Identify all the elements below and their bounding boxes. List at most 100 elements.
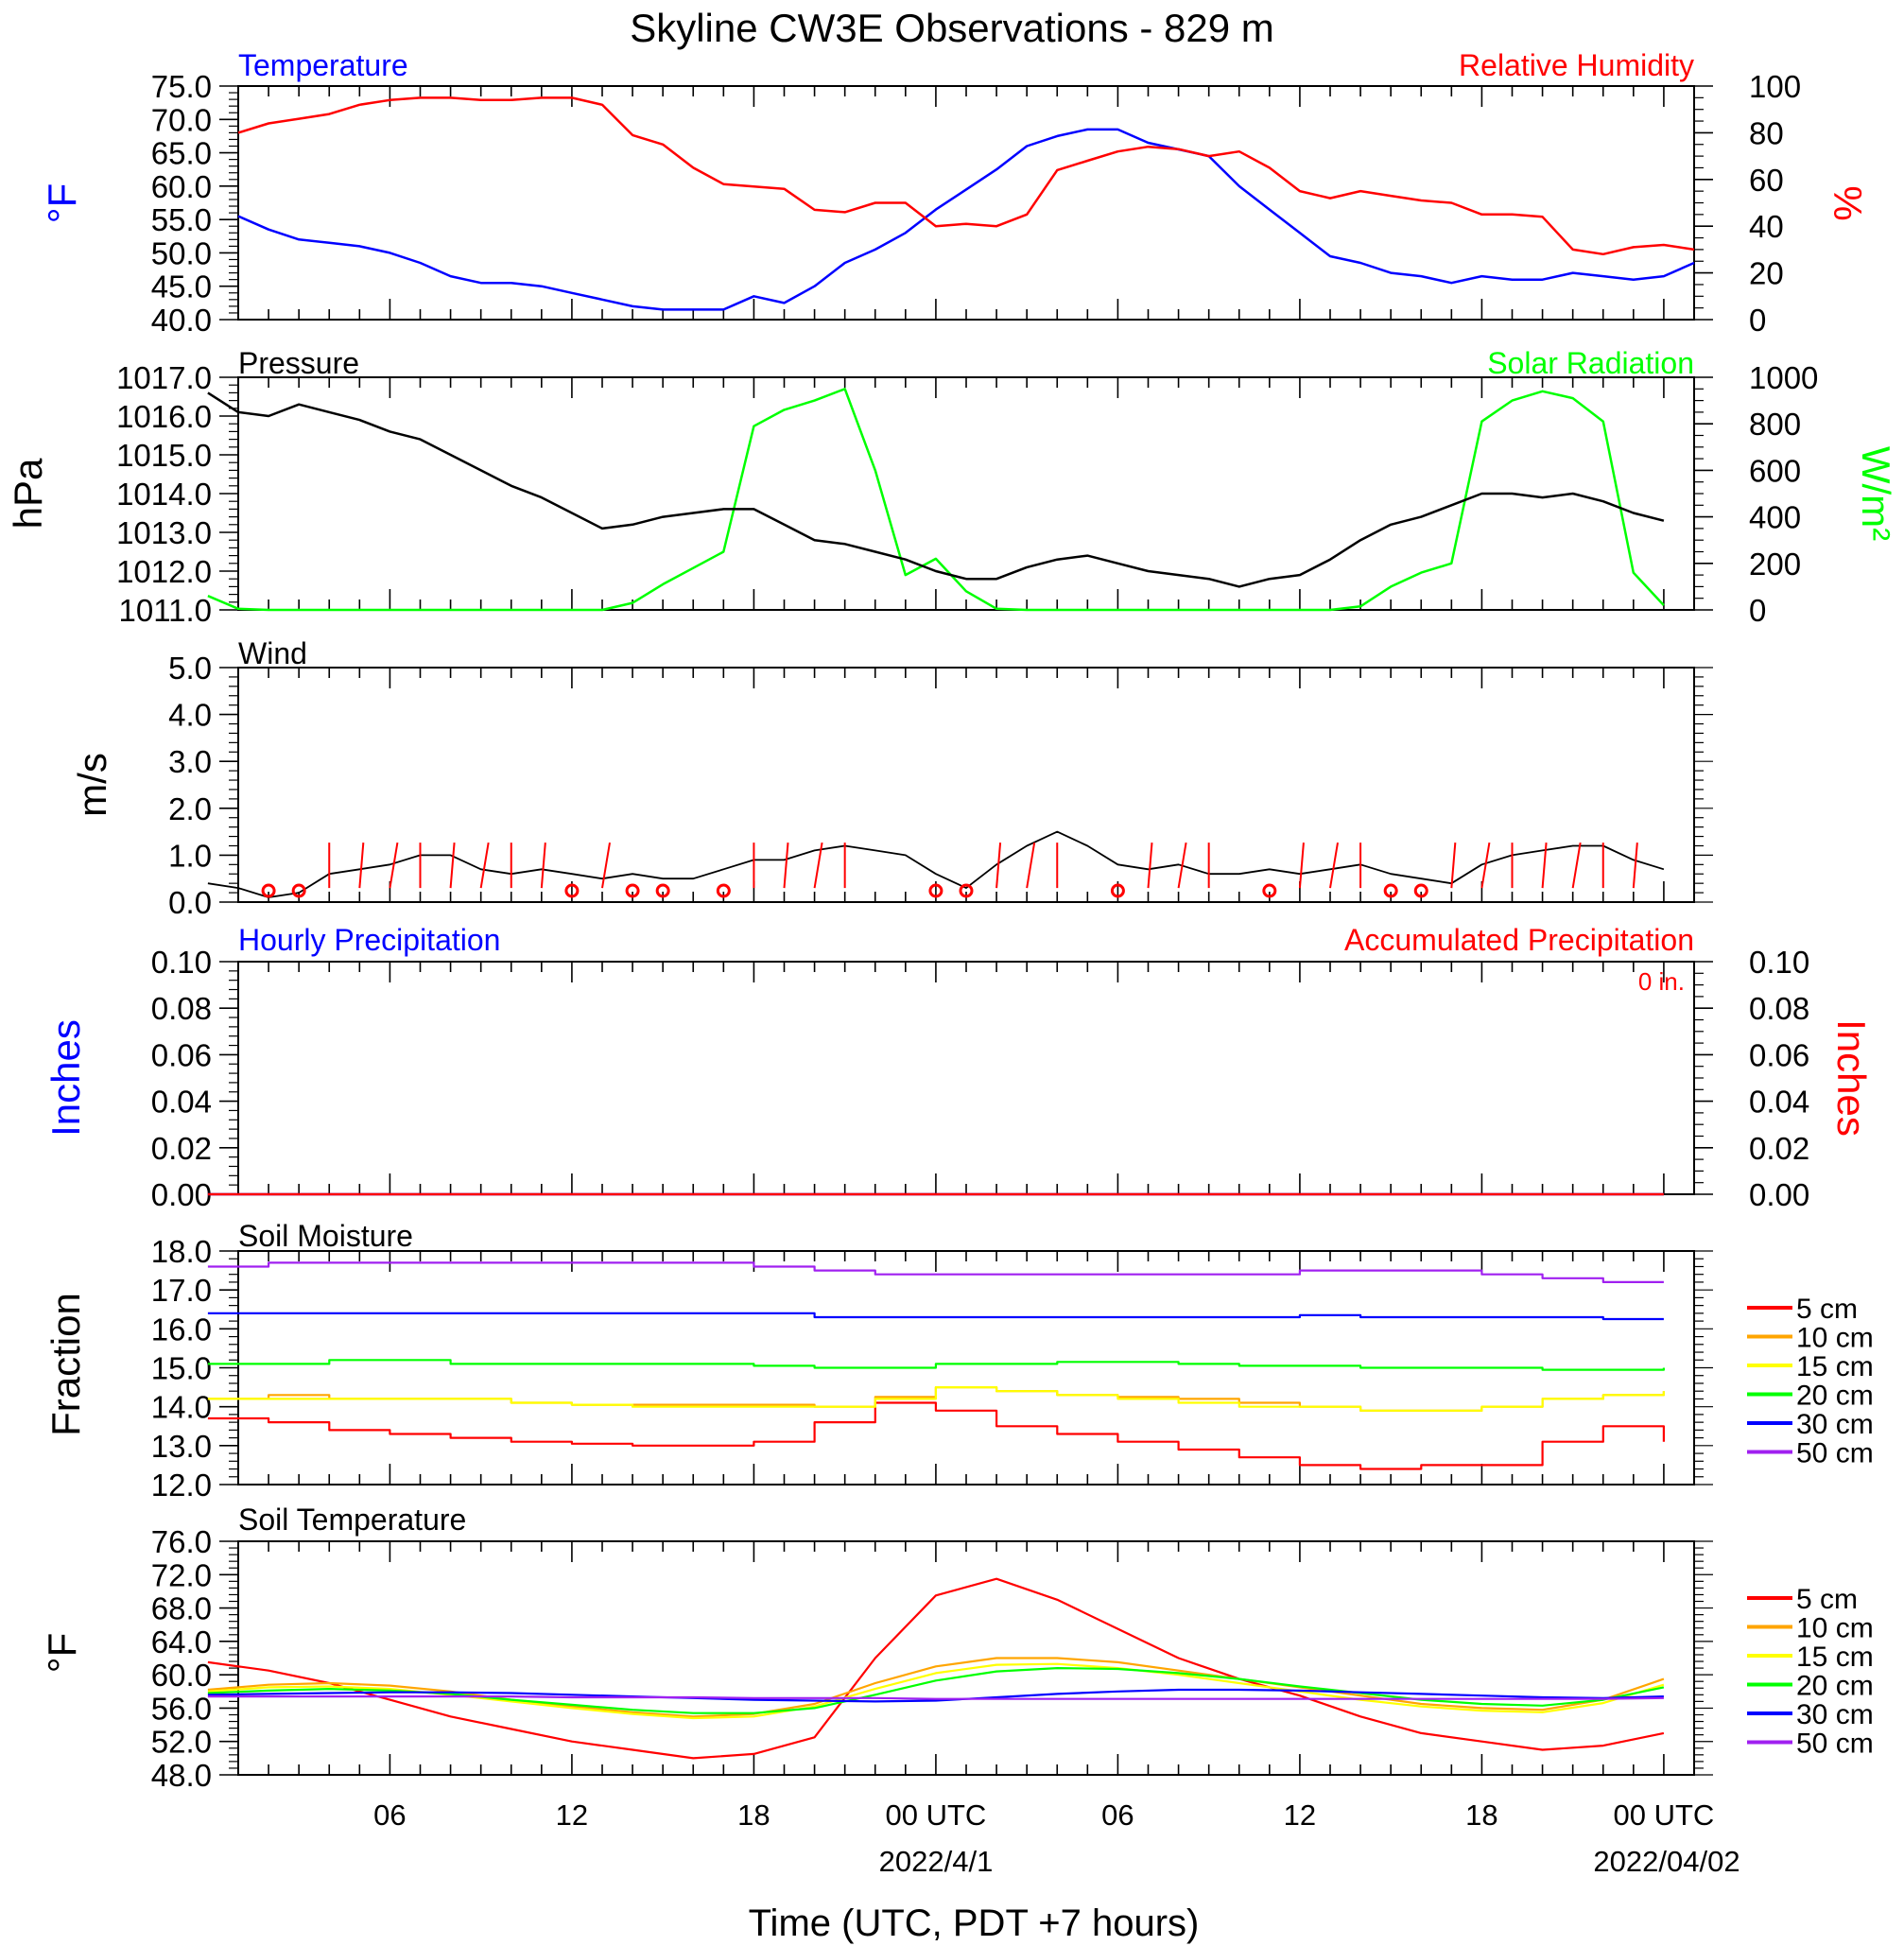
- legend-label: 50 cm: [1796, 1729, 1874, 1760]
- y-tick-label-left: 3.0: [168, 744, 212, 779]
- y-tick-label-right: 400: [1749, 500, 1801, 535]
- wind-barb: [1632, 843, 1638, 889]
- legend-label: 20 cm: [1796, 1381, 1874, 1412]
- y-tick-label-left: 68.0: [151, 1591, 212, 1626]
- wind-barb: [1541, 843, 1548, 889]
- y-tick-label-right: 0.06: [1749, 1037, 1809, 1072]
- wind-barb: [540, 843, 546, 889]
- legend-label: 50 cm: [1796, 1438, 1874, 1469]
- x-tick-label: 06: [1101, 1798, 1134, 1832]
- x-tick-label: 18: [1465, 1798, 1497, 1832]
- wind-barb: [1177, 842, 1187, 889]
- legend-label: 5 cm: [1796, 1294, 1858, 1325]
- legend-label: 15 cm: [1796, 1642, 1874, 1673]
- ylabel-solar-radiation: W/m²: [1854, 446, 1898, 541]
- y-tick-label-left: 64.0: [151, 1625, 212, 1659]
- x-tick-label: 00 UTC: [1614, 1798, 1715, 1832]
- y-tick-label-right: 1000: [1749, 360, 1818, 395]
- y-tick-label-left: 15.0: [151, 1351, 212, 1386]
- calm-wind-circle: [261, 883, 276, 898]
- y-tick-label-left: 50.0: [151, 235, 212, 270]
- y-tick-label-left: 16.0: [151, 1312, 212, 1347]
- calm-wind-circle: [625, 883, 640, 898]
- y-tick-label-right: 0.00: [1749, 1177, 1809, 1212]
- wind-barb: [389, 842, 399, 889]
- wind-barb: [1147, 843, 1153, 889]
- wind-barb: [1026, 842, 1036, 889]
- y-tick-label-right: 0: [1749, 593, 1766, 628]
- wind-barb: [479, 842, 490, 889]
- soil-temperature-line-30cm: [207, 1688, 1664, 1703]
- y-tick-label-left: 1015.0: [116, 438, 212, 473]
- y-tick-label-left: 12.0: [151, 1468, 212, 1503]
- x-tick-label: 18: [737, 1798, 770, 1832]
- wind-barb: [601, 842, 611, 889]
- y-tick-label-left: 1014.0: [116, 477, 212, 512]
- y-tick-label-left: 18.0: [151, 1234, 212, 1269]
- legend-label: 15 cm: [1796, 1351, 1874, 1382]
- x-tick-label: 06: [373, 1798, 406, 1832]
- calm-wind-circle: [564, 883, 580, 898]
- legend-label: 5 cm: [1796, 1584, 1858, 1615]
- x-axis-tick-labels: 06 12 18 00 UTC 06 12 18 00 UTC: [373, 1798, 1714, 1832]
- legend-label: 10 cm: [1796, 1613, 1874, 1644]
- y-tick-label-left: 1011.0: [119, 593, 212, 628]
- y-tick-label-left: 0.02: [151, 1131, 212, 1166]
- soil-moisture-line-50cm: [207, 1261, 1664, 1283]
- soil-moisture-line-30cm: [207, 1312, 1664, 1321]
- y-tick-label-left: 1013.0: [116, 515, 212, 550]
- y-tick-label-right: 800: [1749, 407, 1801, 442]
- panel-precipitation: Hourly Precipitation Accumulated Precipi…: [43, 923, 1874, 1212]
- ylabel-wind: m/s: [70, 753, 114, 817]
- x-axis-label: Time (UTC, PDT +7 hours): [749, 1903, 1200, 1944]
- y-tick-label-left: 4.0: [168, 698, 212, 733]
- y-tick-label-left: 76.0: [151, 1524, 212, 1559]
- calm-wind-circle: [1262, 883, 1277, 898]
- legend-label: 30 cm: [1796, 1699, 1874, 1730]
- y-tick-label-left: 75.0: [151, 69, 212, 104]
- temperature-line: [237, 128, 1695, 311]
- accumulated-precip-value: 0 in.: [1638, 967, 1685, 996]
- panel-title-accumulated-precipitation: Accumulated Precipitation: [1344, 923, 1694, 957]
- calm-wind-circle: [655, 883, 670, 898]
- y-tick-label-left: 55.0: [151, 202, 212, 237]
- solar-radiation-line: [207, 388, 1665, 612]
- ylabel-accumulated-precipitation: Inches: [1829, 1019, 1874, 1137]
- y-tick-label-left: 65.0: [151, 136, 212, 171]
- plot-frame: [237, 667, 1695, 903]
- wind-barb: [1480, 842, 1491, 889]
- y-tick-label-left: 60.0: [151, 169, 212, 204]
- panel-title-soil-temperature: Soil Temperature: [238, 1503, 466, 1537]
- y-tick-label-left: 0.00: [151, 1177, 212, 1212]
- x-date-label-1: 2022/4/1: [879, 1845, 994, 1878]
- y-tick-label-left: 45.0: [151, 269, 212, 304]
- y-tick-label-left: 40.0: [151, 303, 212, 338]
- y-tick-label-left: 17.0: [151, 1273, 212, 1308]
- plot-frame: [237, 961, 1695, 1195]
- plot-frame: [237, 376, 1695, 611]
- calm-wind-circle: [1413, 883, 1428, 898]
- panel-title-solar-radiation: Solar Radiation: [1487, 346, 1694, 380]
- ylabel-soil-moisture: Fraction: [43, 1293, 88, 1436]
- x-date-label-2: 2022/04/02: [1593, 1845, 1740, 1878]
- y-tick-label-left: 1.0: [168, 838, 212, 873]
- legend-label: 10 cm: [1796, 1323, 1874, 1354]
- x-tick-label: 12: [556, 1798, 588, 1832]
- y-tick-label-left: 70.0: [151, 102, 212, 137]
- ylabel-pressure: hPa: [6, 458, 50, 529]
- ylabel-temperature: °F: [40, 183, 84, 223]
- panel-title-wind: Wind: [238, 636, 307, 670]
- y-tick-label-left: 0.04: [151, 1085, 212, 1120]
- panel-soil-temperature: Soil Temperature °F 76.072.068.064.060.0…: [40, 1503, 1874, 1793]
- calm-wind-circle: [959, 883, 974, 898]
- y-tick-label-left: 52.0: [151, 1725, 212, 1760]
- y-tick-label-left: 1016.0: [116, 399, 212, 434]
- soil-moisture-line-15cm: [207, 1386, 1665, 1412]
- y-tick-label-right: 0.04: [1749, 1085, 1809, 1120]
- y-tick-label-right: 0.10: [1749, 945, 1809, 980]
- panel-title-temperature: Temperature: [238, 48, 408, 82]
- wind-barb: [1571, 842, 1582, 889]
- panel-title-hourly-precipitation: Hourly Precipitation: [238, 923, 500, 957]
- panel-wind: Wind m/s 5.0 4.0 3.0 2.0 1.0 0.0: [70, 636, 1713, 920]
- wind-speed-line: [207, 830, 1665, 898]
